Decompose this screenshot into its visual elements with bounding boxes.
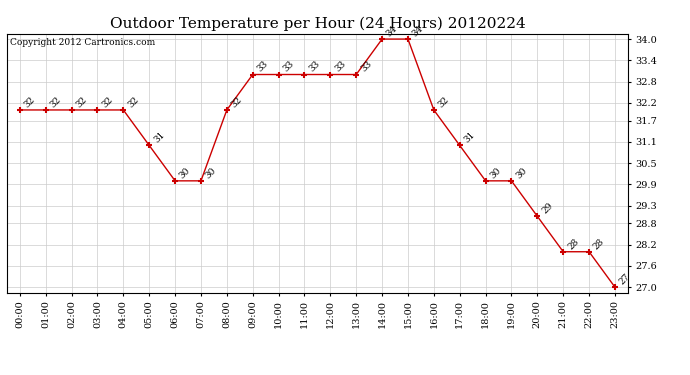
Text: 28: 28: [592, 237, 607, 251]
Text: 33: 33: [359, 59, 373, 74]
Text: 32: 32: [100, 95, 115, 109]
Text: 30: 30: [514, 166, 529, 180]
Text: 30: 30: [204, 166, 218, 180]
Text: 33: 33: [282, 59, 296, 74]
Text: 32: 32: [126, 95, 141, 109]
Title: Outdoor Temperature per Hour (24 Hours) 20120224: Outdoor Temperature per Hour (24 Hours) …: [110, 17, 525, 31]
Text: 33: 33: [307, 59, 322, 74]
Text: 33: 33: [255, 59, 270, 74]
Text: 32: 32: [23, 95, 37, 109]
Text: 34: 34: [385, 24, 400, 38]
Text: 28: 28: [566, 237, 580, 251]
Text: 30: 30: [178, 166, 193, 180]
Text: 33: 33: [333, 59, 348, 74]
Text: 32: 32: [437, 95, 451, 109]
Text: Copyright 2012 Cartronics.com: Copyright 2012 Cartronics.com: [10, 38, 155, 46]
Text: 29: 29: [540, 201, 555, 216]
Text: 27: 27: [618, 272, 632, 286]
Text: 32: 32: [48, 95, 63, 109]
Text: 31: 31: [462, 130, 477, 145]
Text: 34: 34: [411, 24, 425, 38]
Text: 32: 32: [75, 95, 89, 109]
Text: 30: 30: [489, 166, 503, 180]
Text: 31: 31: [152, 130, 166, 145]
Text: 32: 32: [230, 95, 244, 109]
